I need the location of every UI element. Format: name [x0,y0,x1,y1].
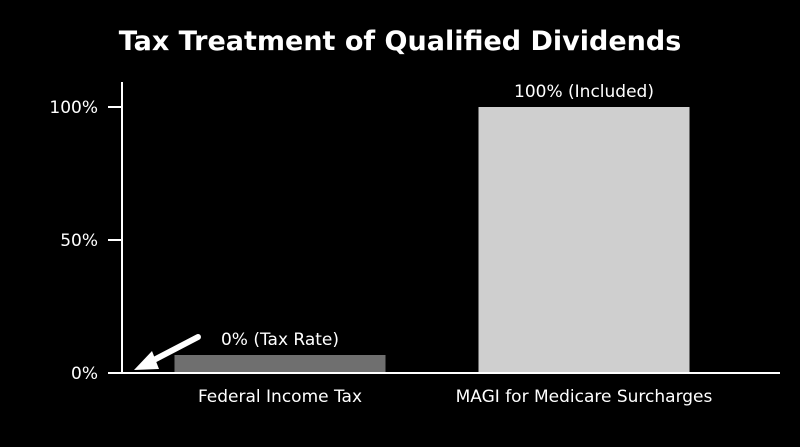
y-tick-label: 0% [71,364,98,384]
y-tick-label: 100% [49,98,98,118]
categories-layer: Federal Income Tax MAGI for Medicare Surc… [198,387,713,407]
category-label: MAGI for Medicare Surcharges [456,387,713,407]
annotation-arrow-shaft [147,334,201,365]
data-label: 100% (Included) [514,82,654,102]
bar-2 [478,107,690,373]
data-label: 0% (Tax Rate) [221,330,339,350]
bars-layer [174,107,690,373]
bar-1 [174,355,386,373]
ticks-layer: 0% 50% 100% [49,98,122,384]
axes-layer [121,82,780,374]
chart-title: Tax Treatment of Qualified Dividends [119,26,682,57]
labels-layer: 0% (Tax Rate) 100% (Included) [221,82,654,350]
y-tick-label: 50% [60,231,98,251]
annotation-layer [134,334,201,370]
category-label: Federal Income Tax [198,387,362,407]
annotation-arrow-head [134,351,159,370]
